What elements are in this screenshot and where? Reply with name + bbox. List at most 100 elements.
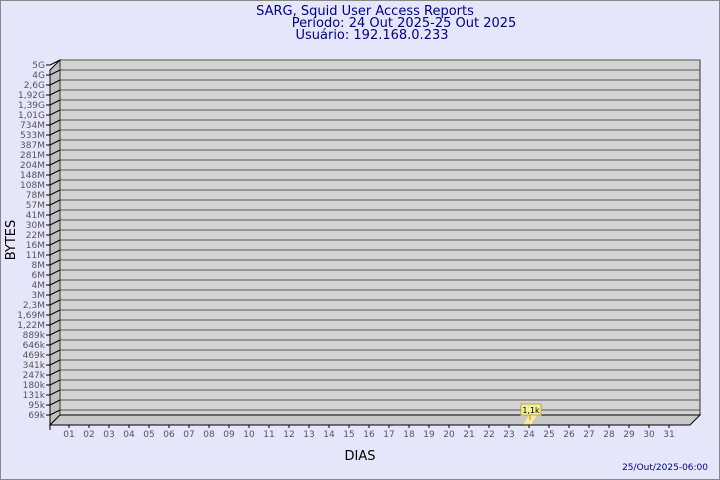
x-tick-label: 16 — [363, 430, 375, 440]
y-tick-label: 889k — [23, 331, 46, 341]
y-tick-label: 533M — [20, 131, 45, 141]
x-tick-label: 08 — [203, 430, 215, 440]
y-tick-label: 4G — [32, 71, 45, 81]
gridline-wall — [49, 339, 61, 346]
y-tick-label: 1,01G — [18, 111, 45, 121]
gridline-wall — [49, 149, 61, 156]
x-tick-label: 22 — [483, 430, 494, 440]
y-tick-label: 95k — [28, 401, 45, 411]
x-tick-label: 13 — [303, 430, 314, 440]
gridline-wall — [49, 139, 61, 146]
x-tick-label: 17 — [383, 430, 394, 440]
y-tick-label: 281M — [20, 151, 45, 161]
gridline-wall — [49, 369, 61, 376]
gridline-wall — [49, 199, 61, 206]
x-tick-label: 28 — [603, 430, 615, 440]
gridline-wall — [49, 249, 61, 256]
y-tick-label: 41M — [26, 211, 45, 221]
y-tick-label: 387M — [20, 141, 45, 151]
gridline-wall — [49, 289, 61, 296]
x-tick-label: 31 — [663, 430, 674, 440]
x-tick-label: 19 — [423, 430, 435, 440]
y-tick-label: 78M — [26, 191, 45, 201]
gridline-wall — [49, 269, 61, 276]
x-tick-label: 10 — [243, 430, 255, 440]
x-tick-label: 20 — [443, 430, 455, 440]
y-tick-label: 6M — [32, 271, 46, 281]
y-tick-label: 57M — [26, 201, 45, 211]
x-tick-label: 24 — [523, 430, 535, 440]
y-tick-label: 5G — [32, 61, 45, 71]
gridline-wall — [49, 109, 61, 116]
y-tick-label: 1,92G — [18, 91, 45, 101]
x-tick-label: 30 — [643, 430, 655, 440]
gridline-wall — [49, 59, 61, 66]
gridline-wall — [49, 159, 61, 166]
x-tick-label: 03 — [103, 430, 114, 440]
y-tick-label: 2,6G — [24, 81, 45, 91]
gridline-wall — [49, 329, 61, 336]
gridline-wall — [49, 99, 61, 106]
gridline-wall — [49, 219, 61, 226]
x-tick-label: 27 — [583, 430, 594, 440]
gridline-wall — [49, 399, 61, 406]
y-tick-label: 646k — [23, 341, 46, 351]
gridline-wall — [49, 79, 61, 86]
y-tick-label: 16M — [26, 241, 45, 251]
x-tick-label: 07 — [183, 430, 194, 440]
gridline-wall — [49, 309, 61, 316]
x-tick-label: 05 — [143, 430, 154, 440]
gridline-wall — [49, 69, 61, 76]
x-tick-label: 26 — [563, 430, 575, 440]
x-tick-label: 11 — [263, 430, 274, 440]
gridline-wall — [49, 129, 61, 136]
y-tick-label: 8M — [32, 261, 46, 271]
x-tick-label: 25 — [543, 430, 554, 440]
y-axis-label: BYTES — [4, 220, 19, 261]
y-tick-label: 131k — [23, 391, 46, 401]
footer-timestamp: 25/Out/2025-06:00 — [622, 463, 708, 473]
gridline-wall — [49, 169, 61, 176]
chart-subtitle-period: Período: 24 Out 2025-25 Out 2025 — [292, 16, 517, 31]
x-tick-label: 09 — [223, 430, 235, 440]
gridline-wall — [49, 379, 61, 386]
gridline-wall — [49, 349, 61, 356]
x-tick-label: 21 — [463, 430, 474, 440]
y-tick-label: 247k — [23, 371, 46, 381]
x-tick-label: 29 — [623, 430, 635, 440]
gridline-wall — [49, 89, 61, 96]
y-tick-label: 734M — [20, 121, 45, 131]
gridline-wall — [49, 239, 61, 246]
x-tick-label: 06 — [163, 430, 175, 440]
x-tick-label: 12 — [283, 430, 294, 440]
chart-subtitle-user: Usuário: 192.168.0.233 — [295, 28, 448, 43]
y-tick-label: 22M — [26, 231, 45, 241]
x-axis-label: DIAS — [345, 449, 376, 464]
x-tick-label: 04 — [123, 430, 135, 440]
gridline-wall — [49, 209, 61, 216]
y-tick-label: 341k — [23, 361, 46, 371]
gridline-wall — [49, 259, 61, 266]
y-tick-label: 30M — [26, 221, 45, 231]
gridline-wall — [49, 119, 61, 126]
gridline-wall — [49, 229, 61, 236]
y-tick-label: 4M — [32, 281, 46, 291]
y-tick-label: 3M — [32, 291, 46, 301]
y-tick-label: 1,22M — [17, 321, 45, 331]
gridline-wall — [49, 319, 61, 326]
bar-label-box — [520, 403, 542, 416]
x-tick-label: 14 — [323, 430, 335, 440]
plot-back-plane — [59, 59, 701, 416]
x-tick-label: 15 — [343, 430, 354, 440]
x-tick-label: 01 — [63, 430, 74, 440]
y-tick-label: 108M — [20, 181, 45, 191]
gridline-wall — [49, 299, 61, 306]
x-tick-label: 18 — [403, 430, 415, 440]
y-tick-label: 180k — [23, 381, 46, 391]
plot-floor — [48, 414, 702, 426]
y-tick-label: 204M — [20, 161, 45, 171]
y-tick-label: 2,3M — [23, 301, 45, 311]
bar-label: 1,1k — [522, 406, 540, 415]
gridline-wall — [49, 279, 61, 286]
